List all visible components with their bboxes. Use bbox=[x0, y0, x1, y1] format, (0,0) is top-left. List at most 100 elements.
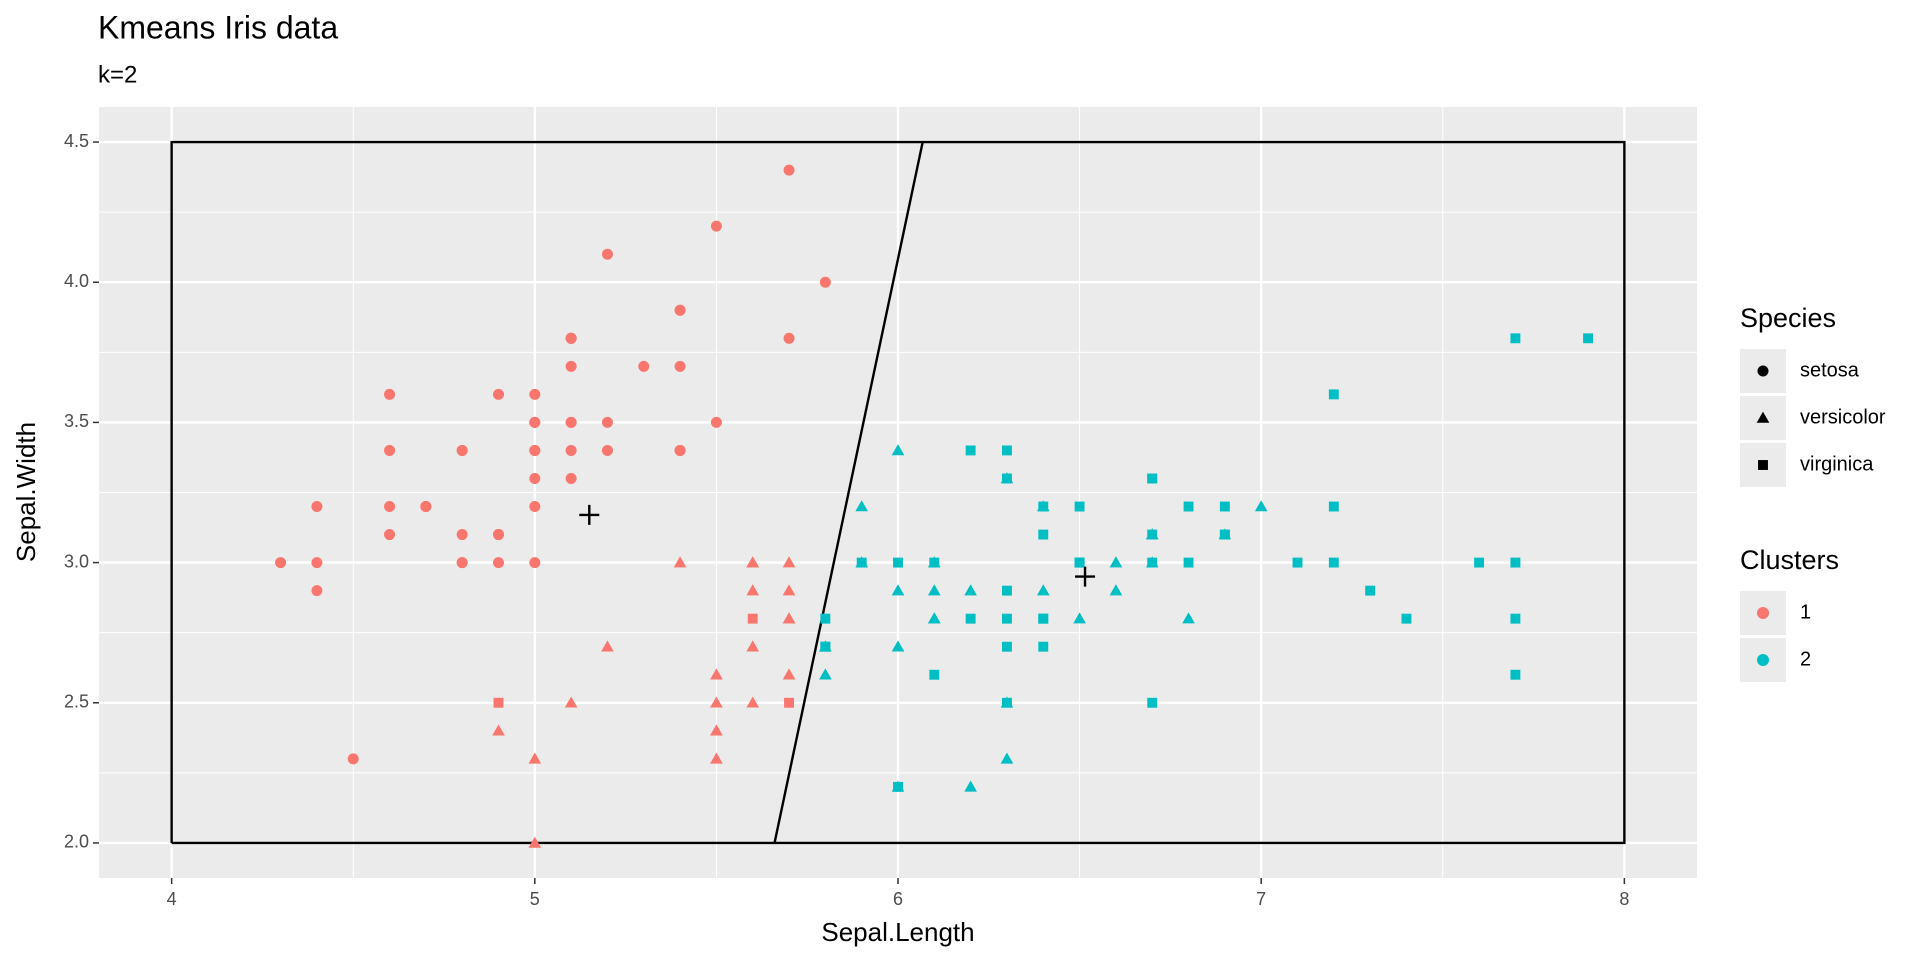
point bbox=[1219, 529, 1230, 540]
point bbox=[1510, 613, 1521, 624]
x-tick-label: 7 bbox=[1256, 889, 1266, 909]
x-tick-label: 8 bbox=[1619, 889, 1629, 909]
legend-symbol bbox=[1757, 607, 1769, 619]
point bbox=[1219, 501, 1230, 512]
region-box bbox=[170, 140, 1626, 845]
legend-title: Clusters bbox=[1740, 545, 1839, 575]
cluster-center bbox=[1075, 566, 1096, 587]
point bbox=[1328, 557, 1339, 568]
point bbox=[1074, 557, 1085, 568]
point bbox=[1038, 501, 1049, 512]
point bbox=[673, 556, 687, 568]
point bbox=[493, 557, 504, 569]
point bbox=[820, 613, 831, 624]
point bbox=[529, 557, 541, 569]
point bbox=[929, 669, 940, 680]
point bbox=[820, 641, 831, 652]
point bbox=[529, 388, 541, 400]
point bbox=[1038, 529, 1049, 540]
point bbox=[782, 612, 796, 624]
point bbox=[927, 584, 941, 596]
point bbox=[1073, 612, 1086, 624]
point bbox=[929, 557, 940, 568]
point bbox=[1147, 557, 1158, 568]
point bbox=[384, 388, 396, 400]
point bbox=[964, 780, 977, 792]
point bbox=[1510, 557, 1521, 568]
point bbox=[1038, 613, 1049, 624]
x-axis-title: Sepal.Length bbox=[821, 917, 974, 947]
point bbox=[564, 696, 578, 708]
point bbox=[347, 753, 359, 765]
point bbox=[565, 444, 577, 456]
point bbox=[456, 557, 468, 569]
point bbox=[819, 668, 832, 680]
point bbox=[710, 220, 722, 232]
x-tick-label: 5 bbox=[530, 889, 540, 909]
point bbox=[1254, 500, 1268, 512]
point bbox=[529, 444, 541, 456]
point bbox=[638, 360, 650, 372]
point bbox=[311, 557, 323, 569]
point bbox=[1182, 612, 1195, 624]
chart-subtitle: k=2 bbox=[98, 61, 137, 88]
point bbox=[783, 332, 795, 344]
point bbox=[565, 416, 577, 428]
point bbox=[1183, 501, 1194, 512]
point bbox=[384, 529, 396, 541]
point bbox=[1002, 445, 1012, 456]
point bbox=[746, 584, 760, 596]
point bbox=[1183, 557, 1194, 568]
point bbox=[710, 752, 723, 764]
point bbox=[456, 444, 468, 456]
point bbox=[1002, 697, 1012, 708]
y-tick-label: 4.5 bbox=[64, 131, 89, 151]
point bbox=[893, 557, 903, 568]
point bbox=[1328, 501, 1339, 512]
point bbox=[893, 781, 903, 792]
point bbox=[529, 472, 541, 484]
y-axis-title: Sepal.Width bbox=[11, 422, 41, 562]
point bbox=[965, 613, 976, 624]
point bbox=[710, 416, 722, 428]
point bbox=[1002, 473, 1012, 484]
point bbox=[1365, 585, 1376, 596]
point bbox=[565, 360, 577, 372]
point bbox=[601, 444, 613, 456]
legend-symbol bbox=[1757, 365, 1769, 377]
point bbox=[1109, 556, 1123, 568]
point bbox=[311, 585, 323, 597]
point bbox=[782, 668, 796, 680]
point bbox=[674, 360, 686, 372]
point bbox=[965, 445, 976, 456]
point bbox=[493, 529, 504, 541]
point bbox=[856, 557, 867, 568]
point bbox=[384, 444, 396, 456]
legend-label: versicolor bbox=[1800, 406, 1886, 428]
point bbox=[456, 529, 468, 541]
point bbox=[891, 444, 905, 456]
point bbox=[601, 640, 614, 652]
point bbox=[492, 724, 505, 736]
cluster-center bbox=[579, 504, 600, 525]
point bbox=[1109, 584, 1123, 596]
point bbox=[1002, 641, 1012, 652]
point bbox=[782, 584, 796, 596]
point bbox=[1292, 557, 1303, 568]
point bbox=[384, 501, 396, 513]
point bbox=[1147, 697, 1158, 708]
legend-symbol bbox=[1758, 460, 1768, 470]
point bbox=[601, 416, 613, 428]
point bbox=[311, 501, 323, 513]
point bbox=[710, 668, 723, 680]
y-tick-label: 2.5 bbox=[64, 692, 89, 712]
point bbox=[529, 501, 541, 513]
point bbox=[1000, 752, 1014, 764]
x-tick-label: 6 bbox=[893, 889, 903, 909]
point bbox=[1328, 389, 1339, 400]
point bbox=[1147, 473, 1158, 484]
legend-label: 1 bbox=[1800, 601, 1811, 623]
point bbox=[1036, 584, 1050, 596]
point bbox=[601, 248, 613, 260]
legend-symbol bbox=[1757, 654, 1769, 666]
